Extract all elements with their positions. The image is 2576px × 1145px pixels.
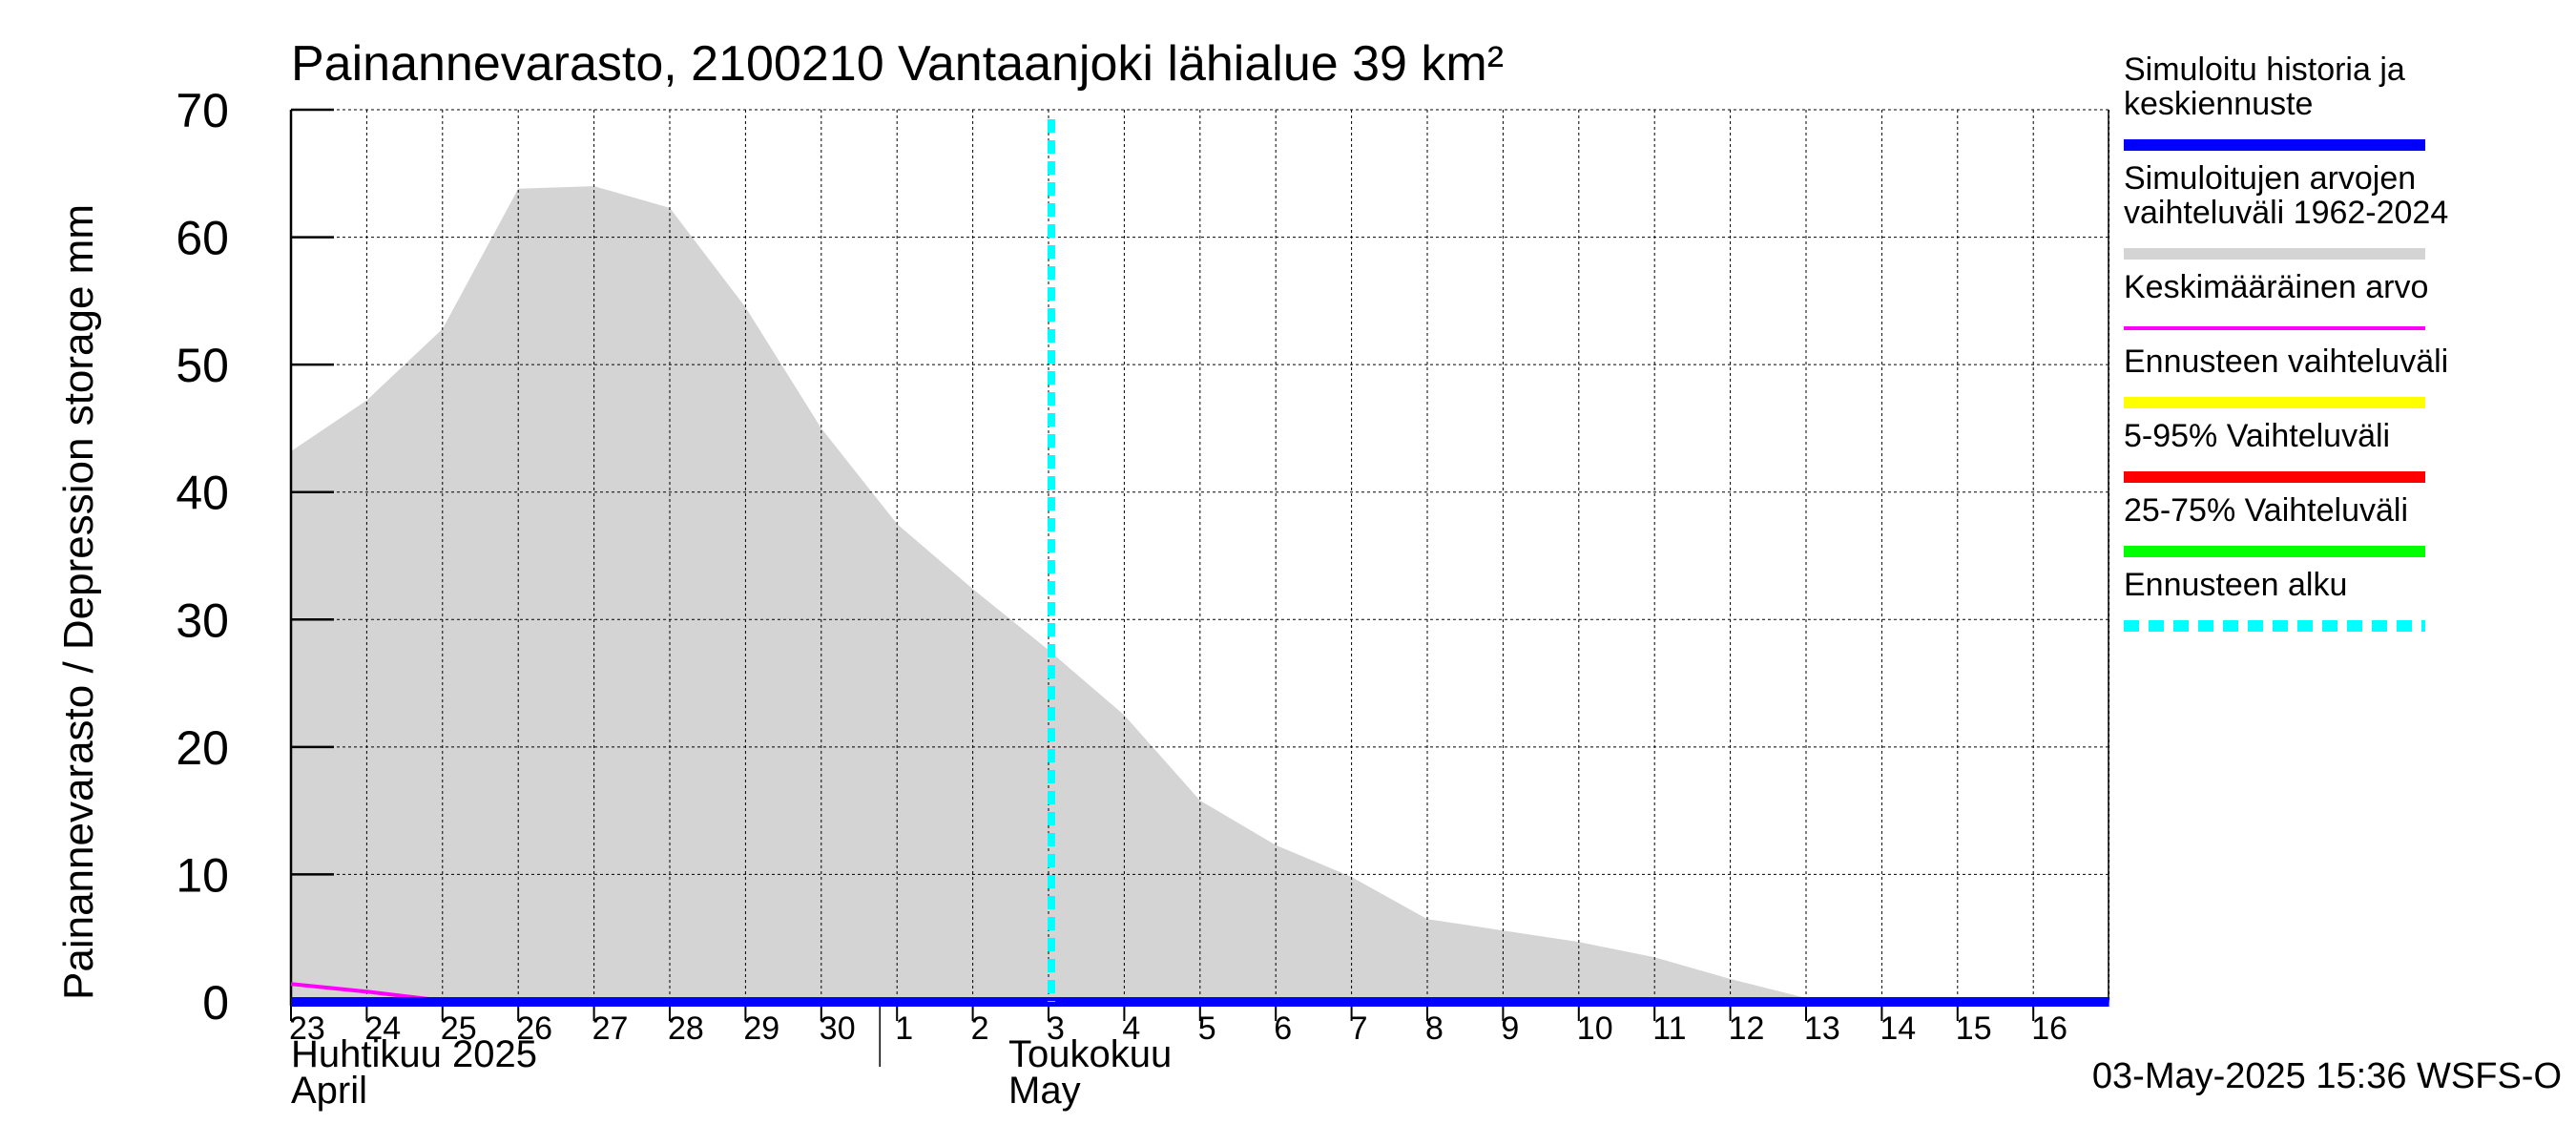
x-tick-label: 24	[364, 1010, 401, 1047]
y-tick-label: 10	[176, 848, 229, 902]
legend-label: keskiennuste	[2124, 86, 2313, 122]
legend-item: 5-95% Vaihteluväli	[2124, 418, 2425, 483]
chart-title: Painannevarasto, 2100210 Vantaanjoki läh…	[291, 36, 1504, 92]
x-tick-label: 5	[1198, 1010, 1216, 1047]
timestamp-footer: 03-May-2025 15:36 WSFS-O	[2092, 1056, 2562, 1096]
x-tick-label: 6	[1274, 1010, 1292, 1047]
x-tick-label: 9	[1501, 1010, 1519, 1047]
y-tick-label: 70	[176, 84, 229, 137]
x-tick-label: 26	[516, 1010, 552, 1047]
month-label-fi: Huhtikuu 2025	[291, 1033, 537, 1075]
x-tick-label: 11	[1652, 1010, 1686, 1047]
month-label-fi: Toukokuu	[1008, 1033, 1172, 1075]
legend-label: Simuloitujen arvojen	[2124, 160, 2416, 197]
x-tick-label: 25	[441, 1010, 477, 1047]
x-tick-label: 14	[1880, 1010, 1916, 1047]
x-tick-label: 27	[592, 1010, 629, 1047]
month-label-en: May	[1008, 1070, 1081, 1112]
x-tick-label: 13	[1804, 1010, 1840, 1047]
x-tick-label: 16	[2031, 1010, 2067, 1047]
legend-item: Ennusteen alku	[2124, 567, 2425, 632]
x-tick-label: 4	[1122, 1010, 1140, 1047]
legend-label: Ennusteen vaihteluväli	[2124, 344, 2448, 380]
legend-label: Keskimääräinen arvo	[2124, 269, 2428, 305]
x-tick-label: 12	[1729, 1010, 1765, 1047]
legend-label: Ennusteen alku	[2124, 567, 2347, 603]
x-tick-label: 8	[1425, 1010, 1444, 1047]
x-tick-label: 15	[1956, 1010, 1992, 1047]
legend-label: 5-95% Vaihteluväli	[2124, 418, 2390, 454]
y-axis-label: Painannevarasto / Depression storage mm	[55, 204, 102, 1000]
x-tick-label: 2	[971, 1010, 989, 1047]
month-label-en: April	[291, 1070, 367, 1112]
x-tick-label: 23	[289, 1010, 325, 1047]
legend: Simuloitu historia jakeskiennusteSimuloi…	[2124, 52, 2448, 632]
y-tick-label: 50	[176, 339, 229, 392]
x-tick-label: 1	[895, 1010, 913, 1047]
x-tick-label: 29	[743, 1010, 779, 1047]
legend-item: Keskimääräinen arvo	[2124, 269, 2428, 330]
y-tick-label: 20	[176, 721, 229, 775]
legend-label: 25-75% Vaihteluväli	[2124, 492, 2408, 529]
legend-item: Ennusteen vaihteluväli	[2124, 344, 2448, 408]
x-tick-label: 10	[1577, 1010, 1613, 1047]
x-tick-label: 28	[668, 1010, 704, 1047]
y-tick-label: 0	[202, 976, 229, 1030]
y-tick-label: 40	[176, 467, 229, 520]
legend-label: vaihteluväli 1962-2024	[2124, 195, 2448, 231]
x-tick-label: 3	[1047, 1010, 1065, 1047]
x-tick-label: 30	[820, 1010, 856, 1047]
y-tick-label: 30	[176, 593, 229, 647]
x-tick-label: 7	[1350, 1010, 1368, 1047]
y-tick-label: 60	[176, 212, 229, 265]
legend-label: Simuloitu historia ja	[2124, 52, 2405, 88]
legend-item: 25-75% Vaihteluväli	[2124, 492, 2425, 557]
